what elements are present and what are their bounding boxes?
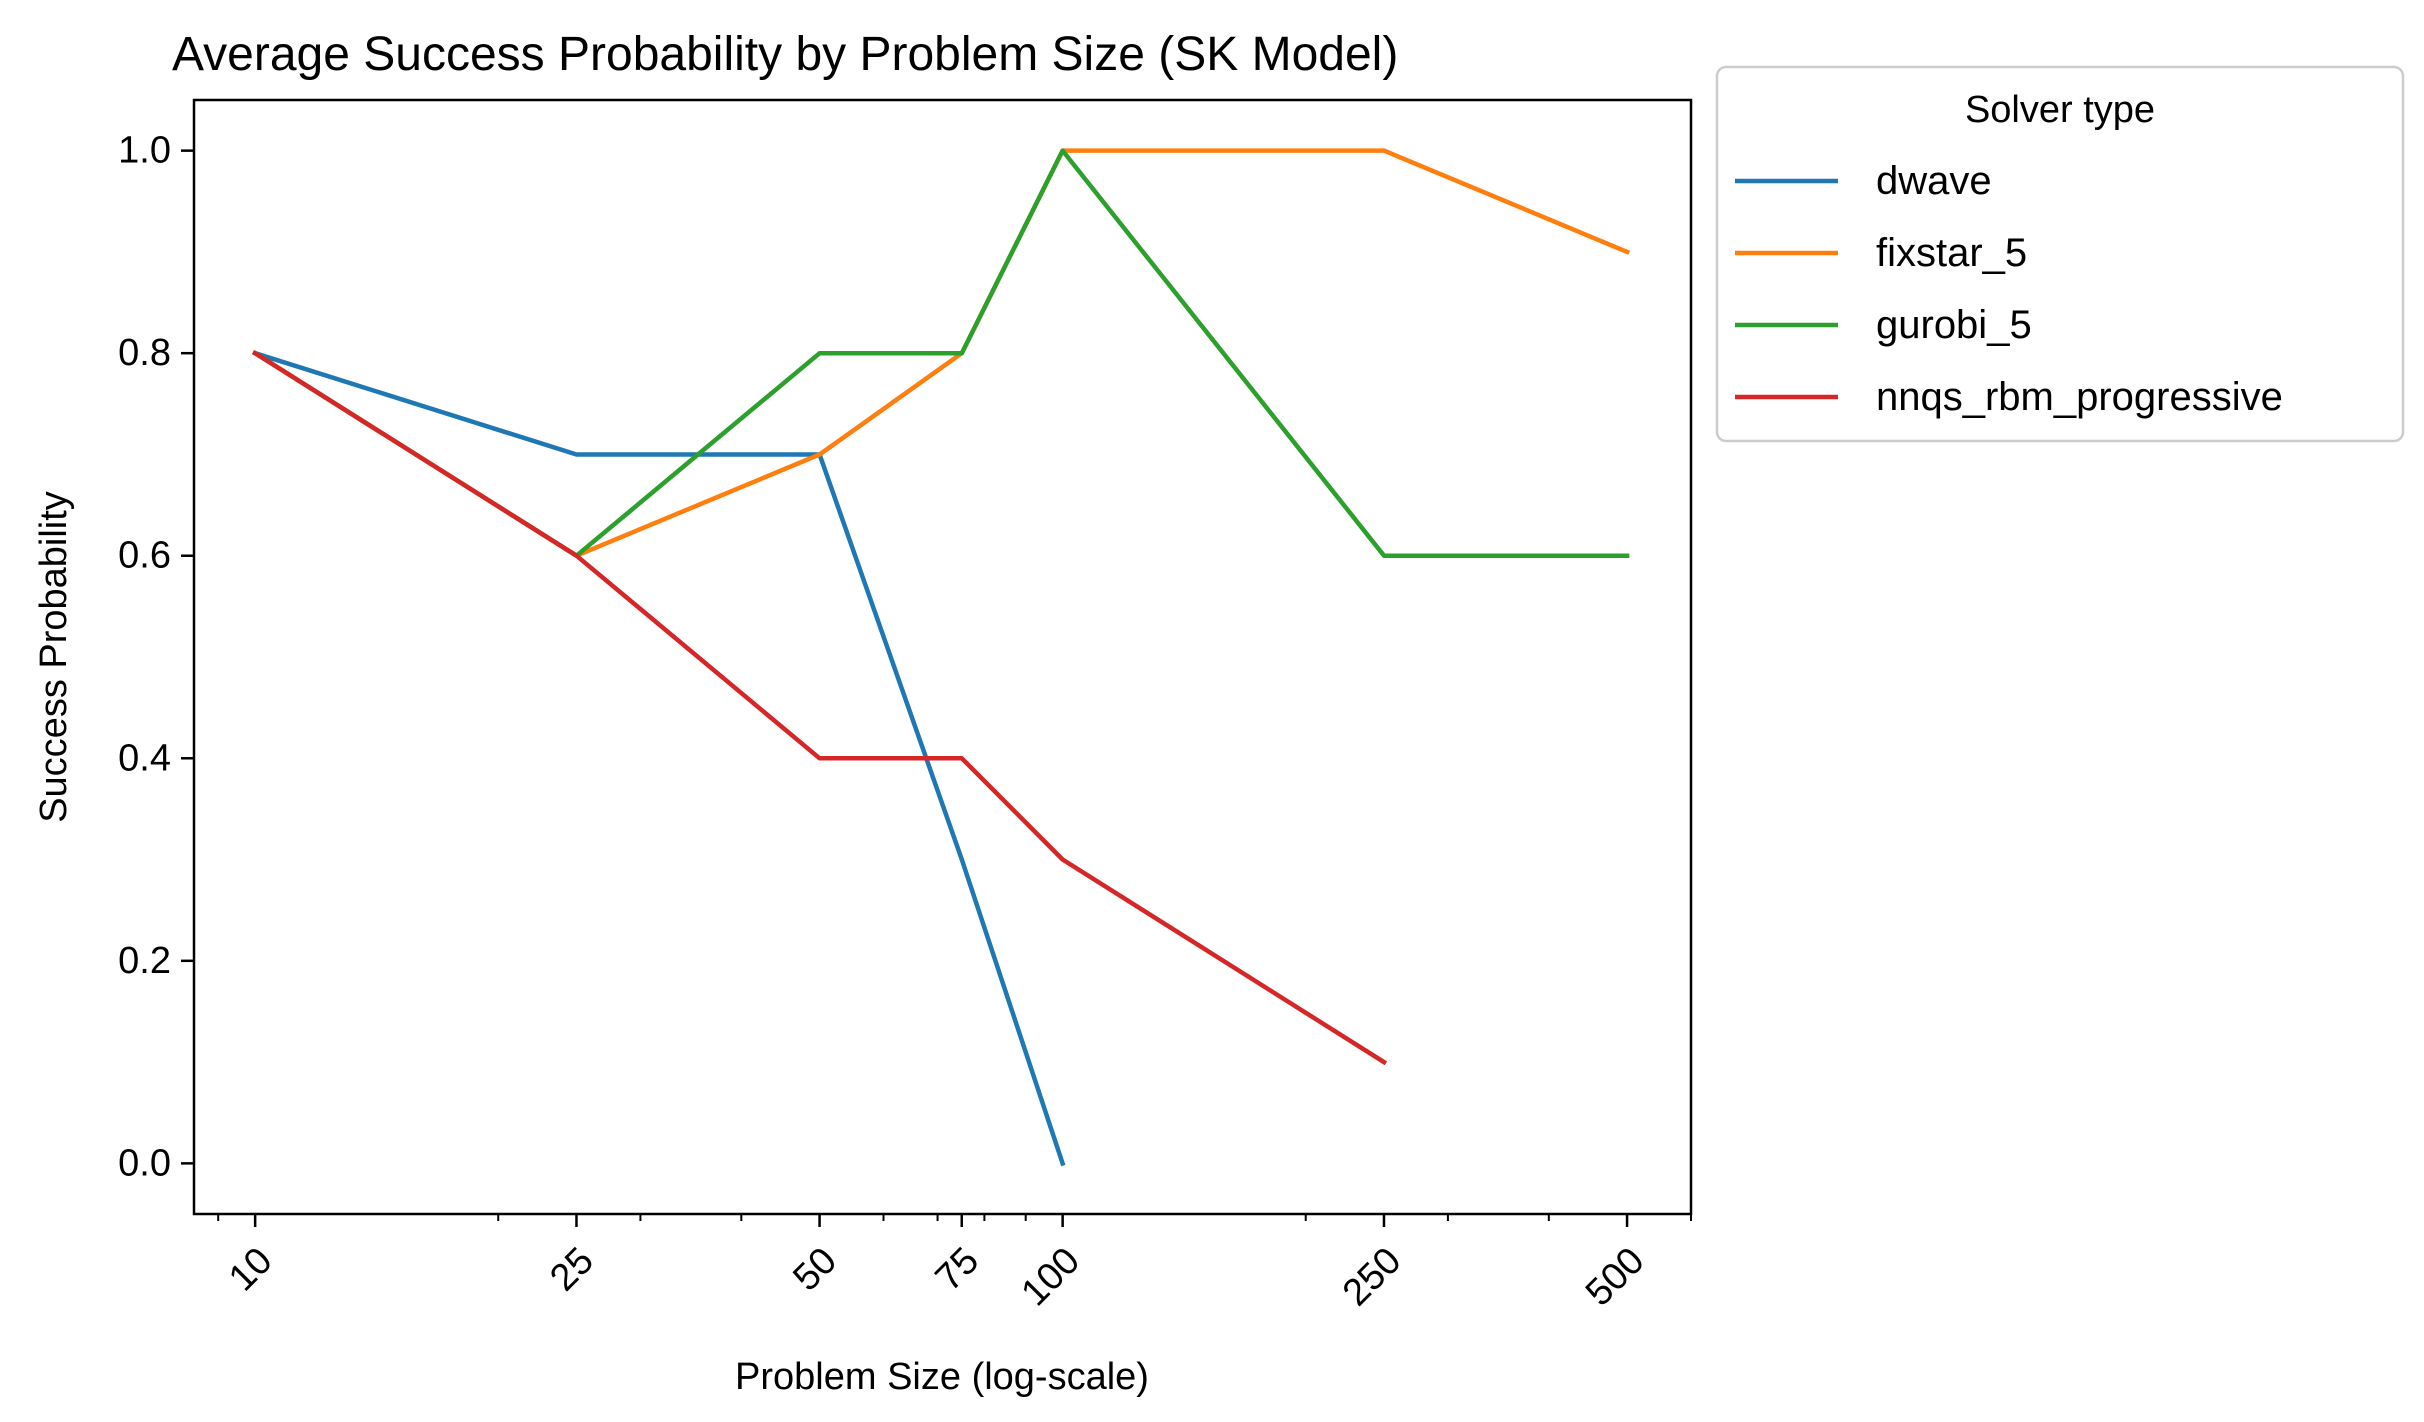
legend-title: Solver type — [1965, 89, 2155, 131]
chart-title: Average Success Probability by Problem S… — [172, 28, 1398, 81]
series-line-nnqs_rbm_progressive — [251, 350, 1388, 1066]
y-tick-label: 0.4 — [118, 737, 171, 779]
legend-label: dwave — [1876, 159, 1992, 203]
y-tick-label: 0.8 — [118, 332, 171, 374]
y-tick-label: 1.0 — [118, 130, 171, 172]
y-tick-label: 0.6 — [118, 535, 171, 577]
y-axis-label: Success Probability — [33, 491, 75, 823]
x-axis-label: Problem Size (log-scale) — [735, 1356, 1149, 1398]
legend-label: fixstar_5 — [1876, 231, 2027, 275]
legend: Solver type dwave fixstar_5 gurobi_5 nnqs_r… — [1715, 65, 2405, 443]
legend-box — [1715, 65, 2405, 443]
y-axis-ticks: 0.0 0.2 0.4 0.6 0.8 1.0 — [118, 130, 194, 1184]
legend-label: nnqs_rbm_progressive — [1876, 375, 2283, 419]
legend-label: gurobi_5 — [1876, 303, 2032, 347]
y-tick-label: 0.2 — [118, 940, 171, 982]
legend-entries: dwave fixstar_5 gurobi_5 nnqs_rbm_progressi… — [1735, 159, 2283, 419]
y-tick-label: 0.0 — [118, 1142, 171, 1184]
series-lines — [251, 148, 1631, 1167]
plot-frame — [192, 98, 1693, 1216]
